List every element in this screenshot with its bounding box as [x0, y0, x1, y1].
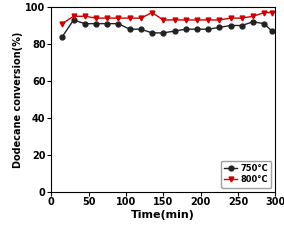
800°C — [251, 15, 255, 18]
750°C — [94, 22, 98, 25]
750°C — [139, 28, 143, 31]
800°C — [61, 22, 64, 25]
750°C — [270, 30, 273, 33]
750°C — [262, 22, 266, 25]
800°C — [128, 17, 131, 19]
800°C — [162, 18, 165, 21]
800°C — [117, 17, 120, 19]
Y-axis label: Dodecane conversion(%): Dodecane conversion(%) — [12, 31, 22, 168]
750°C — [206, 28, 210, 31]
800°C — [94, 17, 98, 19]
750°C — [61, 35, 64, 38]
750°C — [184, 28, 187, 31]
750°C — [106, 22, 109, 25]
750°C — [240, 24, 244, 27]
800°C — [262, 11, 266, 14]
800°C — [218, 18, 221, 21]
750°C — [128, 28, 131, 31]
750°C — [229, 24, 232, 27]
800°C — [195, 18, 199, 21]
800°C — [151, 11, 154, 14]
750°C — [151, 32, 154, 34]
Legend: 750°C, 800°C: 750°C, 800°C — [221, 161, 271, 188]
800°C — [173, 18, 176, 21]
X-axis label: Time(min): Time(min) — [131, 210, 195, 220]
800°C — [184, 18, 187, 21]
750°C — [162, 32, 165, 34]
750°C — [218, 26, 221, 29]
800°C — [83, 15, 86, 18]
800°C — [270, 11, 273, 14]
Line: 800°C: 800°C — [60, 10, 274, 26]
750°C — [251, 20, 255, 23]
800°C — [106, 17, 109, 19]
750°C — [195, 28, 199, 31]
750°C — [173, 30, 176, 33]
750°C — [72, 18, 75, 21]
800°C — [206, 18, 210, 21]
750°C — [117, 22, 120, 25]
Line: 750°C: 750°C — [60, 18, 274, 39]
800°C — [139, 17, 143, 19]
800°C — [72, 15, 75, 18]
800°C — [229, 17, 232, 19]
800°C — [240, 17, 244, 19]
750°C — [83, 22, 86, 25]
